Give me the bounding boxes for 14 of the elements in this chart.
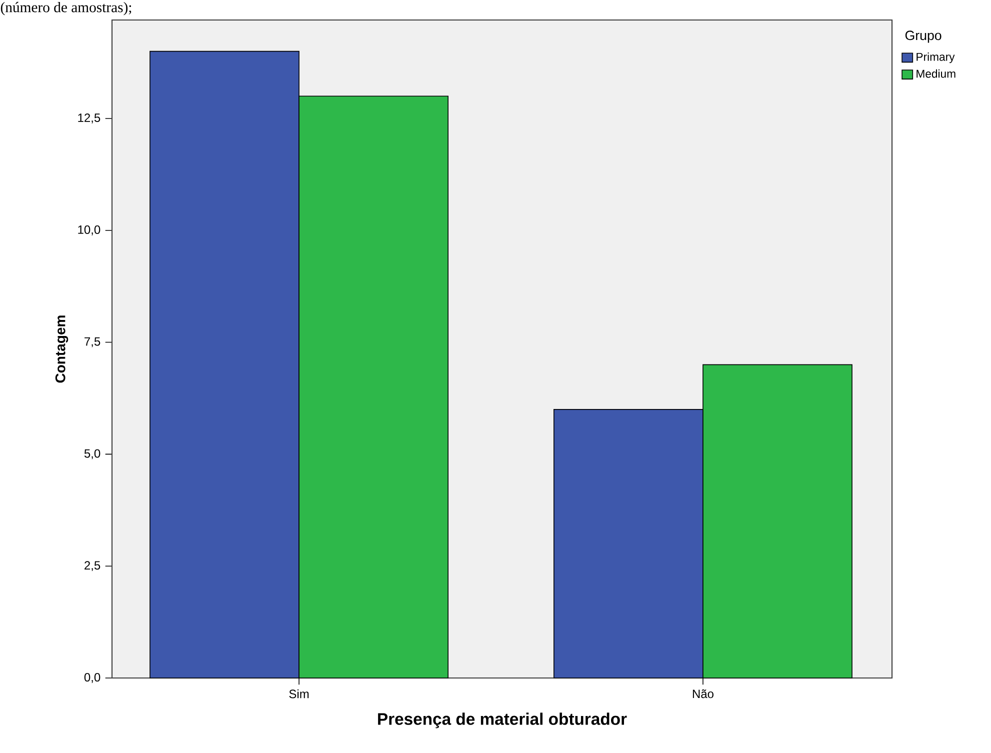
x-tick-label: Sim [289, 689, 309, 698]
legend-label: Primary [916, 52, 955, 64]
y-tick-label: 10,0 [78, 225, 100, 236]
y-axis-title: Contagem [55, 316, 68, 383]
y-tick-label: 12,5 [78, 114, 100, 124]
x-tick-label: Não [692, 689, 714, 698]
text: (número de amostras); [0, 2, 132, 16]
x-axis-title: Presença de material obturador [378, 712, 627, 728]
legend-title: Grupo [905, 30, 942, 43]
y-tick-label: 2,5 [84, 561, 100, 572]
y-tick-label: 0,0 [84, 673, 100, 683]
y-tick-label: 7,5 [84, 337, 100, 348]
legend-label: Medium [916, 69, 956, 78]
y-tick-label: 5,0 [84, 449, 100, 460]
